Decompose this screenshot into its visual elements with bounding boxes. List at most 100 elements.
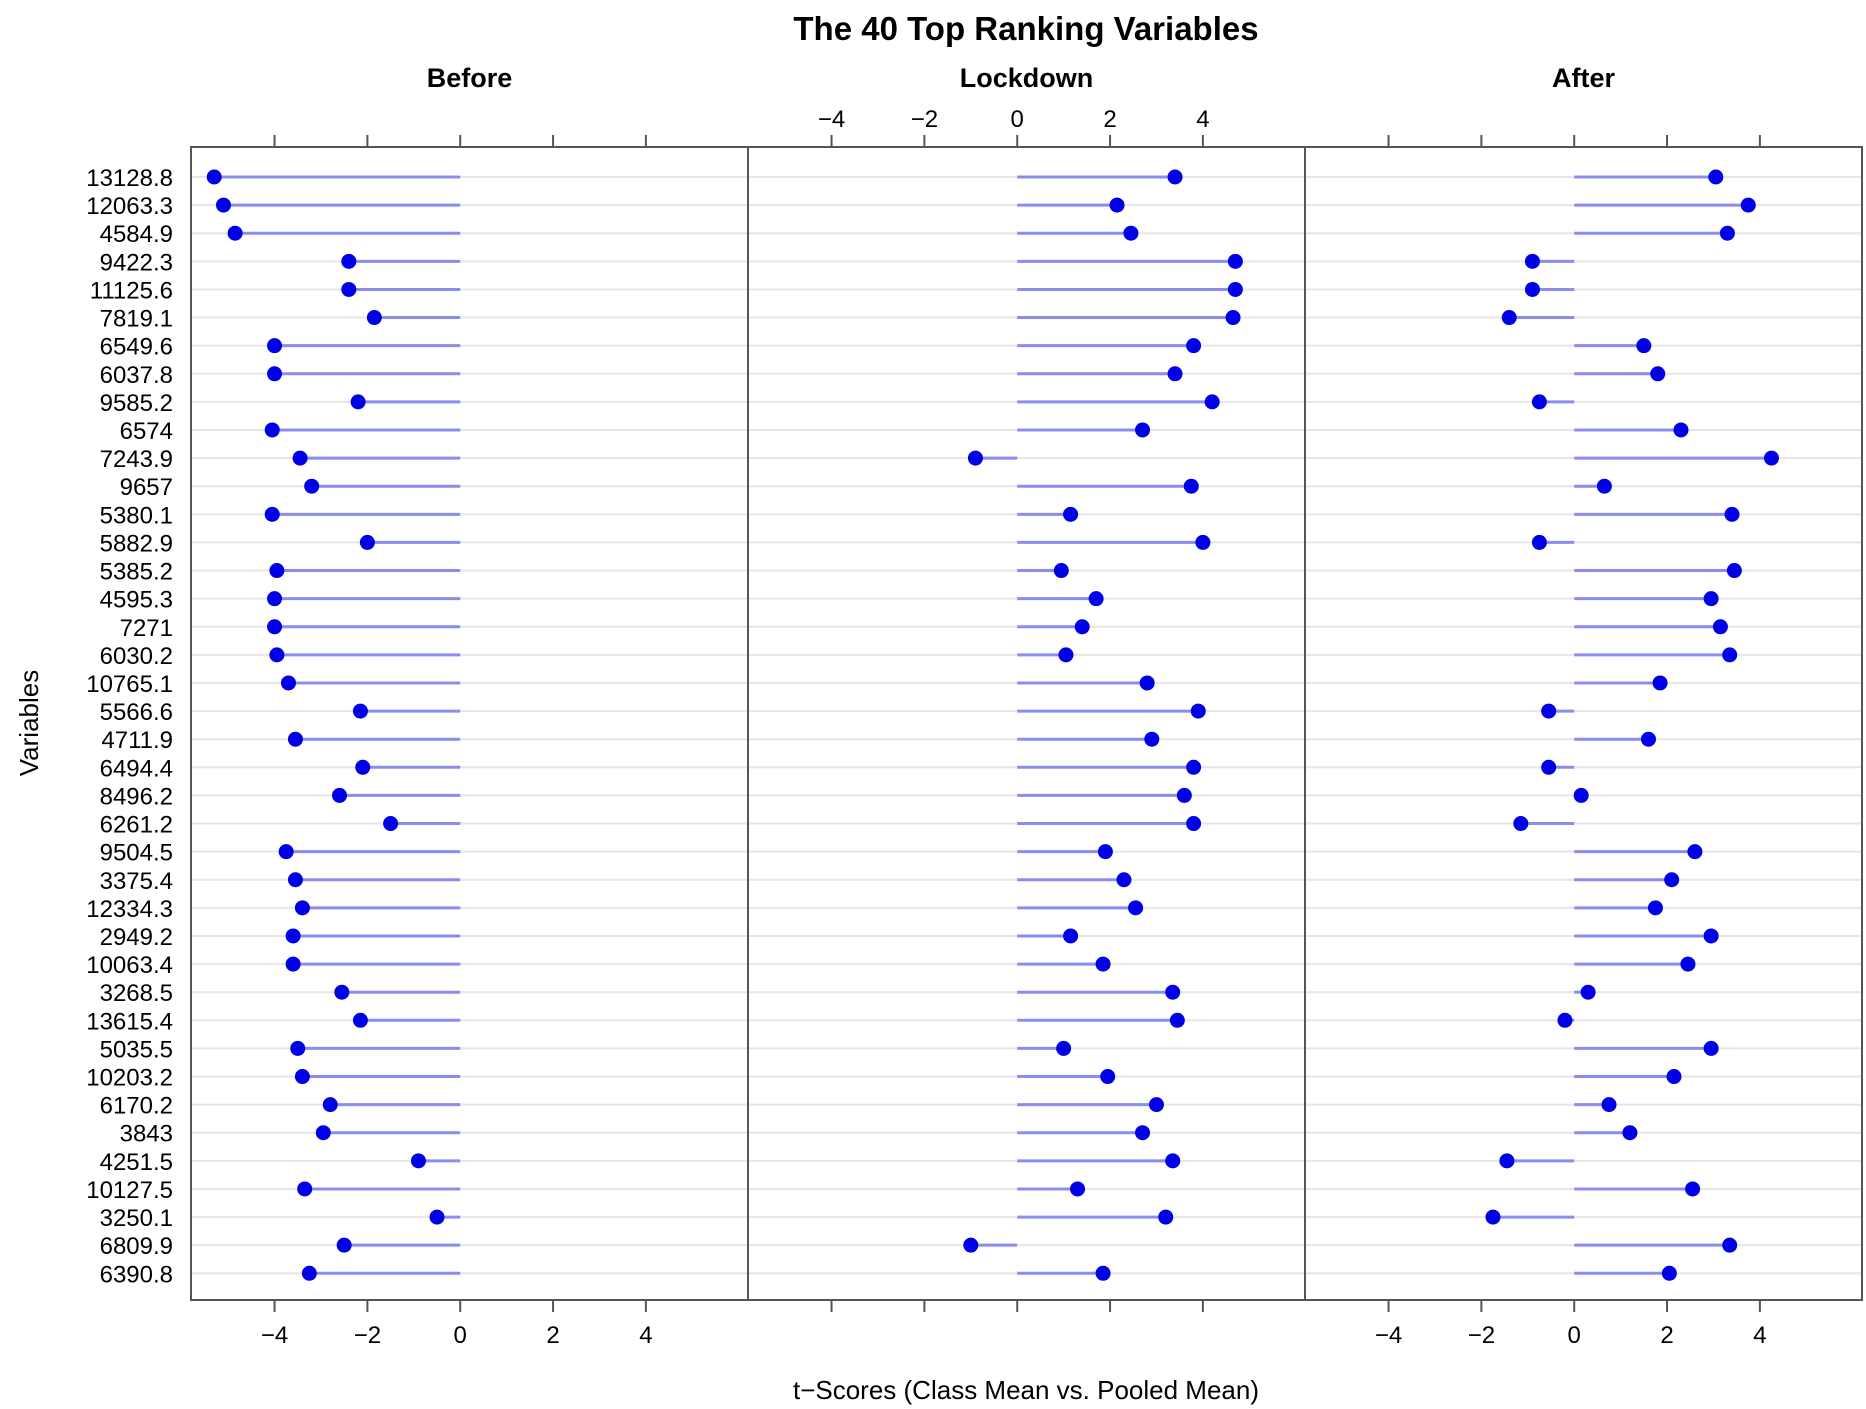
x-axis-label: t−Scores (Class Mean vs. Pooled Mean) (793, 1375, 1259, 1405)
data-point (352, 1012, 368, 1028)
data-point (1225, 310, 1241, 326)
variable-label: 6390.8 (100, 1261, 173, 1288)
data-point (227, 225, 243, 241)
data-point (1056, 1040, 1072, 1056)
data-point (1128, 900, 1144, 916)
data-point (1135, 1125, 1151, 1141)
data-point (280, 675, 296, 691)
x-tick-label: 4 (1753, 1322, 1766, 1349)
data-point (1148, 1097, 1164, 1113)
data-point (1116, 872, 1132, 888)
data-point (1195, 534, 1211, 550)
data-point (1144, 731, 1160, 747)
data-point (1601, 1097, 1617, 1113)
variable-label: 10765.1 (86, 671, 173, 698)
data-point (1722, 1237, 1738, 1253)
variable-label: 3375.4 (100, 868, 173, 895)
variable-label: 6574 (120, 418, 173, 445)
data-point (1123, 225, 1139, 241)
data-point (1724, 506, 1740, 522)
data-point (1740, 197, 1756, 213)
variable-label: 9504.5 (100, 840, 173, 867)
variable-label: 10127.5 (86, 1177, 173, 1204)
data-point (1186, 816, 1202, 832)
data-point (264, 422, 280, 438)
variable-label: 3268.5 (100, 980, 173, 1007)
data-point (1176, 787, 1192, 803)
x-tick-label: 2 (1103, 106, 1116, 133)
data-point (206, 169, 222, 185)
y-axis-label: Variables (14, 670, 44, 776)
x-tick-label: 4 (639, 1322, 652, 1349)
variable-label: 9585.2 (100, 390, 173, 417)
data-point (383, 816, 399, 832)
data-point (1063, 928, 1079, 944)
variable-label: 6549.6 (100, 334, 173, 361)
data-point (1165, 984, 1181, 1000)
data-point (278, 844, 294, 860)
data-point (366, 310, 382, 326)
data-point (1685, 1181, 1701, 1197)
variable-label: 9657 (120, 474, 173, 501)
data-point (334, 984, 350, 1000)
data-point (290, 1040, 306, 1056)
data-point (1541, 703, 1557, 719)
variable-label: 7243.9 (100, 446, 173, 473)
data-point (1501, 310, 1517, 326)
variable-label: 4711.9 (101, 727, 173, 754)
variable-label: 12334.3 (86, 896, 173, 923)
data-point (341, 281, 357, 297)
data-point (1183, 478, 1199, 494)
variable-label: 13128.8 (86, 165, 173, 192)
variable-label: 6037.8 (100, 362, 173, 389)
variable-label: 7819.1 (100, 306, 173, 333)
variable-label: 2949.2 (100, 924, 173, 951)
data-point (287, 872, 303, 888)
data-point (410, 1153, 426, 1169)
data-point (1531, 394, 1547, 410)
data-point (1703, 928, 1719, 944)
data-point (1485, 1209, 1501, 1225)
data-point (1596, 478, 1612, 494)
data-point (1763, 450, 1779, 466)
data-point (301, 1265, 317, 1281)
panel-title: After (1552, 63, 1615, 93)
data-point (1708, 169, 1724, 185)
panel-title: Before (427, 63, 513, 93)
data-point (352, 703, 368, 719)
data-point (350, 394, 366, 410)
data-point (264, 506, 280, 522)
data-point (1058, 647, 1074, 663)
data-point (1499, 1153, 1515, 1169)
data-point (1070, 1181, 1086, 1197)
data-point (1722, 647, 1738, 663)
variable-label: 7271 (120, 615, 173, 642)
plot-area: 13128.812063.34584.99422.311125.67819.16… (86, 63, 1863, 1349)
variable-label: 6261.2 (100, 812, 173, 839)
data-point (1703, 1040, 1719, 1056)
data-point (1557, 1012, 1573, 1028)
data-point (1063, 506, 1079, 522)
data-point (1622, 1125, 1638, 1141)
data-point (1703, 591, 1719, 607)
data-point (1053, 563, 1069, 579)
variable-label: 6494.4 (100, 755, 173, 782)
data-point (1636, 338, 1652, 354)
data-point (355, 759, 371, 775)
variable-label: 4251.5 (100, 1149, 173, 1176)
data-point (1139, 675, 1155, 691)
x-tick-label: 0 (1011, 106, 1024, 133)
data-point (341, 253, 357, 269)
variable-label: 10063.4 (86, 952, 173, 979)
data-point (1524, 281, 1540, 297)
data-point (1531, 534, 1547, 550)
data-point (1190, 703, 1206, 719)
data-point (963, 1237, 979, 1253)
data-point (1167, 169, 1183, 185)
variable-label: 5882.9 (100, 530, 173, 557)
data-point (1580, 984, 1596, 1000)
variable-label: 5566.6 (100, 699, 173, 726)
data-point (1719, 225, 1735, 241)
variable-label: 5035.5 (100, 1036, 173, 1063)
variable-label: 3843 (120, 1121, 173, 1148)
